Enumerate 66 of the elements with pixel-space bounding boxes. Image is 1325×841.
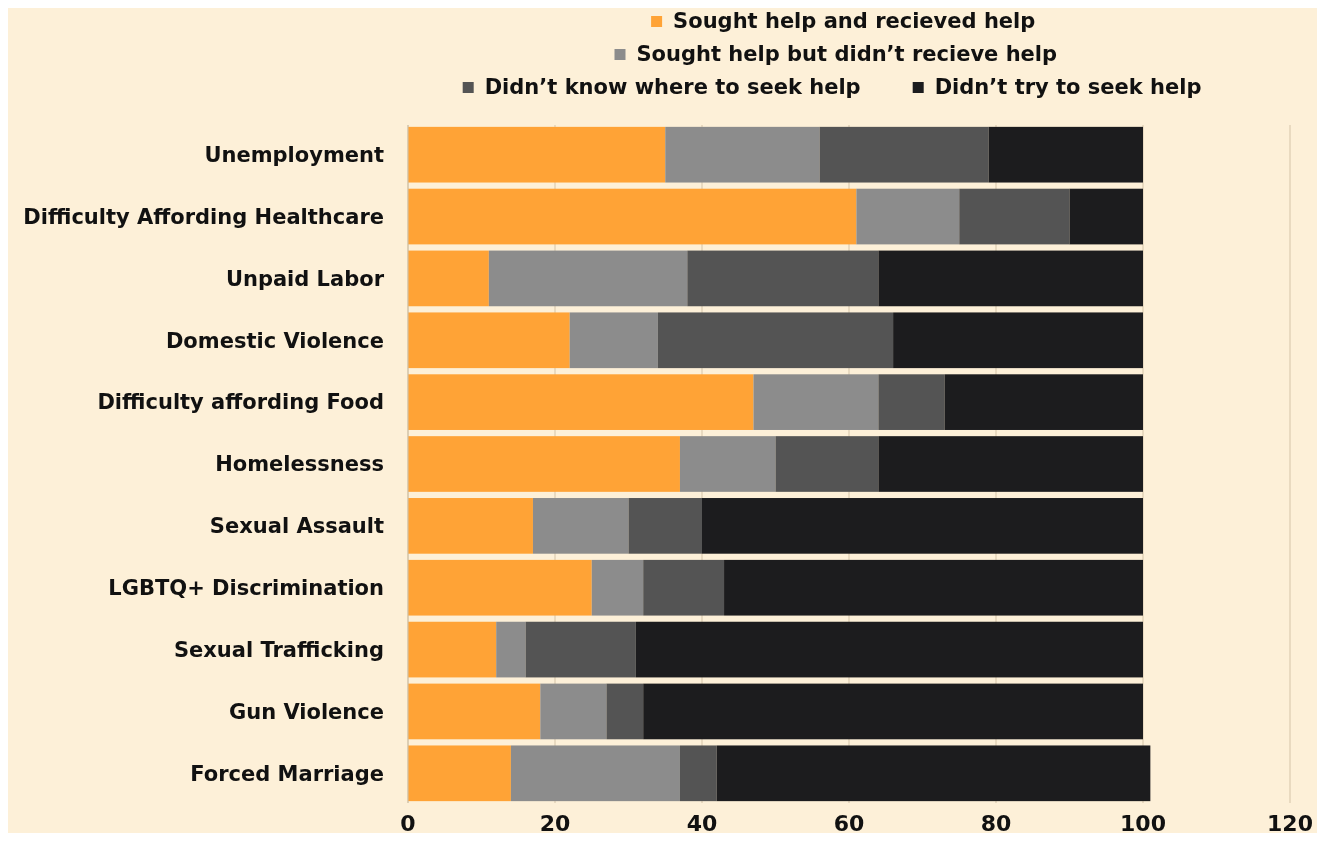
y-tick-label: Unpaid Labor: [225, 266, 385, 291]
bar: [1069, 188, 1143, 245]
bar: [724, 559, 1143, 616]
bar: [635, 621, 1143, 678]
bar: [856, 188, 960, 245]
bar: [496, 621, 526, 678]
bar: [878, 374, 945, 430]
x-tick-label: 40: [686, 811, 718, 836]
bar: [628, 498, 702, 554]
bar: [878, 436, 1143, 492]
y-tick-label: Sexual Assault: [209, 514, 384, 539]
x-tick-label: 120: [1267, 811, 1313, 836]
y-tick-label: LGBTQ+ Discrimination: [108, 576, 384, 601]
bar: [643, 559, 725, 616]
bar: [716, 745, 1151, 802]
y-tick-label: Difficulty Affording Healthcare: [23, 204, 384, 229]
bar: [775, 436, 879, 492]
bar: [988, 126, 1143, 183]
bar: [665, 126, 820, 183]
bar: [753, 374, 879, 430]
bar: [591, 559, 644, 616]
y-tick-label: Sexual Trafficking: [173, 637, 384, 662]
bar: [510, 745, 680, 802]
bar: [819, 126, 989, 183]
x-tick-label: 80: [980, 811, 1012, 836]
bar: [606, 683, 644, 740]
bar: [679, 436, 776, 492]
bar: [944, 374, 1143, 430]
bar: [408, 559, 592, 616]
bar: [408, 498, 533, 554]
y-tick-label: Domestic Violence: [165, 328, 384, 353]
bar: [893, 312, 1143, 369]
y-tick-label: Homelessness: [215, 452, 384, 477]
bar: [959, 188, 1070, 245]
y-tick-label: Forced Marriage: [190, 761, 384, 786]
bar: [408, 436, 680, 492]
legend-label: Didn’t know where to seek help: [484, 75, 861, 100]
bar: [408, 312, 570, 369]
bar: [408, 250, 489, 307]
bar: [702, 498, 1143, 554]
bar: [878, 250, 1143, 307]
x-tick-label: 60: [833, 811, 865, 836]
bar: [408, 374, 754, 430]
bar: [408, 745, 511, 802]
x-tick-label: 20: [539, 811, 571, 836]
x-tick-label: 100: [1120, 811, 1166, 836]
bar: [408, 621, 497, 678]
bar: [643, 683, 1143, 740]
bar: [408, 683, 541, 740]
bar: [679, 745, 717, 802]
bar: [657, 312, 894, 369]
legend-label: Didn’t try to seek help: [934, 75, 1202, 100]
bar: [569, 312, 658, 369]
bar: [687, 250, 879, 307]
legend-label: Sought help but didn’t recieve help: [636, 42, 1058, 67]
bar: [408, 188, 857, 245]
bar: [532, 498, 629, 554]
x-tick-label: 0: [400, 811, 416, 836]
bar: [540, 683, 607, 740]
y-tick-label: Unemployment: [204, 143, 384, 168]
legend-label: Sought help and recieved help: [673, 9, 1036, 34]
bar: [408, 126, 666, 183]
y-tick-label: Difficulty affording Food: [97, 390, 384, 415]
y-tick-label: Gun Violence: [228, 699, 384, 724]
bar: [488, 250, 688, 307]
bar: [525, 621, 636, 678]
